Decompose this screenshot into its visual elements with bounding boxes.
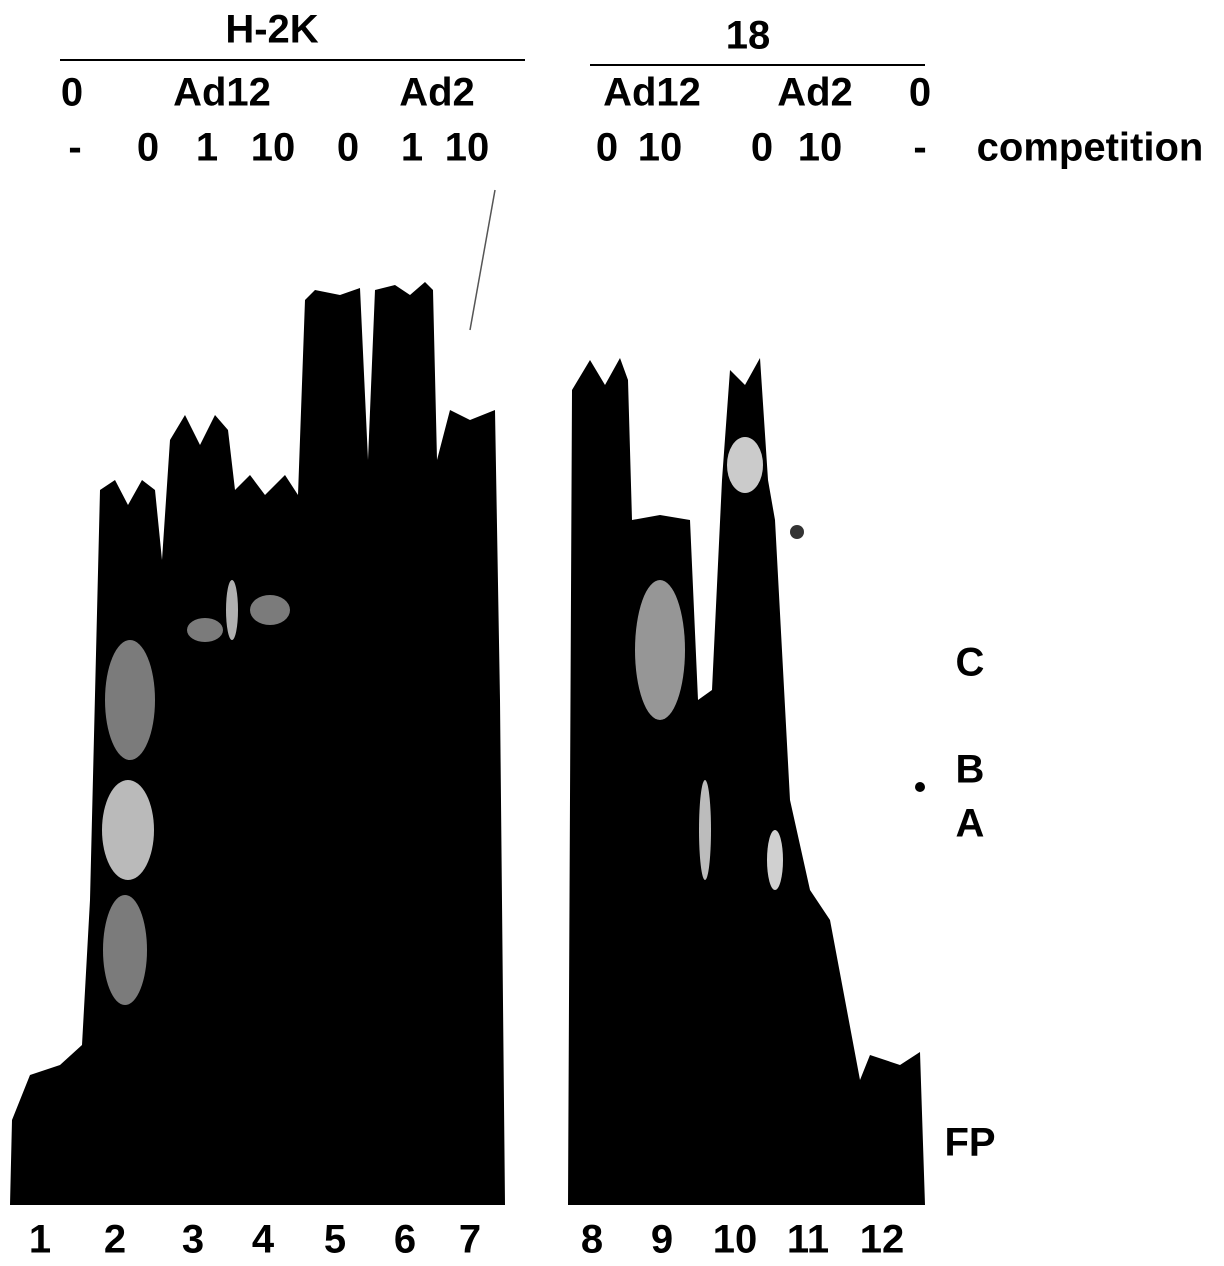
competition-value: 10 <box>251 126 296 170</box>
group-label: 0 <box>61 71 83 115</box>
band-label: FP <box>944 1121 995 1165</box>
lane-number: 3 <box>182 1218 204 1262</box>
lane-number: 12 <box>860 1218 905 1262</box>
marker-dot <box>915 782 925 792</box>
lane-number: 9 <box>651 1218 673 1262</box>
group-label: Ad2 <box>399 71 475 115</box>
gel-light-patches <box>102 580 290 1005</box>
gel-right <box>568 358 925 1205</box>
competition-value: - <box>913 126 926 170</box>
lane-number: 6 <box>394 1218 416 1262</box>
group-label: Ad2 <box>777 71 853 115</box>
band-label: B <box>956 748 985 792</box>
competition-row: 0 10 0 10 - <box>596 126 927 170</box>
competition-value: 0 <box>337 126 359 170</box>
lane-number: 5 <box>324 1218 346 1262</box>
lane-number: 10 <box>713 1218 758 1262</box>
group-label: Ad12 <box>173 71 271 115</box>
competition-value: 10 <box>798 126 843 170</box>
competition-value: 1 <box>196 126 218 170</box>
competition-value: 0 <box>137 126 159 170</box>
competition-value: 10 <box>445 126 490 170</box>
competition-row: -0 1 10 0 1 10 <box>68 126 489 170</box>
speck <box>790 525 804 539</box>
lane-number: 4 <box>252 1218 275 1262</box>
competition-value: - <box>68 126 81 170</box>
lane-number: 11 <box>787 1218 829 1262</box>
lane-number: 8 <box>581 1218 603 1262</box>
competition-label: competition <box>977 126 1204 170</box>
competition-value: 1 <box>401 126 423 170</box>
gel-left <box>10 189 505 1205</box>
gel-light-patches <box>635 437 783 890</box>
lane-number: 1 <box>29 1218 51 1262</box>
gel-lanes <box>568 358 925 1205</box>
group-title: 18 <box>726 14 771 58</box>
gel-streak <box>469 189 496 331</box>
lane-number: 2 <box>104 1218 126 1262</box>
competition-value: 0 <box>751 126 773 170</box>
band-label: C <box>956 641 985 685</box>
band-labels: C BA FP <box>944 641 995 1165</box>
lane-numbers: 1 2 3 4 5 6 7 8 9 10 11 12 <box>29 1218 904 1262</box>
group-label: 0 <box>909 71 931 115</box>
band-label: A <box>956 802 985 846</box>
group-label: Ad12 <box>603 71 701 115</box>
gel-lanes <box>10 282 505 1205</box>
competition-value: 0 <box>596 126 618 170</box>
competition-value: 10 <box>638 126 683 170</box>
lane-number: 7 <box>459 1218 481 1262</box>
group-title: H-2K <box>225 8 318 52</box>
